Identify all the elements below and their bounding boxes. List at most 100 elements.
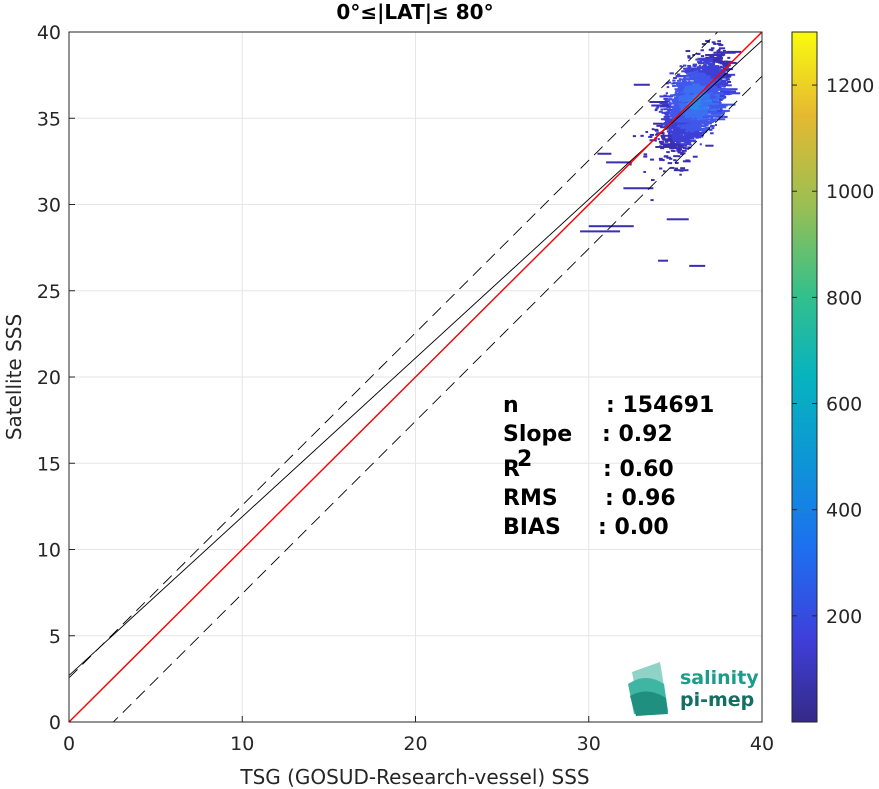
density-cell	[659, 158, 664, 161]
density-cell	[718, 59, 723, 62]
density-cell	[668, 157, 673, 160]
density-cell	[687, 119, 691, 122]
stat-value-0: : 154691	[606, 393, 714, 418]
density-cell	[655, 145, 660, 148]
density-cell	[664, 112, 668, 115]
density-cell	[680, 167, 686, 170]
density-cell	[678, 97, 681, 100]
density-cell	[650, 179, 655, 182]
density-cell	[681, 70, 685, 73]
density-cell	[710, 87, 714, 90]
reference-lines	[69, 32, 762, 722]
density-cell	[680, 95, 685, 98]
density-cell	[700, 98, 705, 101]
density-cell	[668, 103, 672, 106]
density-cell	[707, 81, 713, 84]
density-cell	[717, 77, 721, 80]
density-cell	[681, 137, 687, 140]
density-cell	[714, 105, 722, 108]
density-cell	[696, 52, 701, 55]
density-cell	[668, 137, 672, 140]
density-cell	[691, 116, 695, 119]
density-cell	[722, 79, 726, 82]
density-cell	[687, 121, 690, 124]
density-cell	[687, 83, 693, 86]
density-outlier	[633, 83, 650, 86]
density-cell	[682, 64, 687, 67]
density-cell	[690, 71, 695, 74]
density-cell	[684, 85, 689, 88]
density-cell	[662, 138, 667, 141]
density-cell	[726, 93, 730, 96]
density-cell	[721, 61, 737, 64]
density-cell	[693, 101, 698, 104]
density-cell	[679, 146, 684, 149]
density-cell	[704, 104, 710, 107]
stat-value-4: : 0.00	[598, 515, 669, 540]
density-cell	[716, 66, 721, 69]
density-cell	[687, 133, 703, 136]
density-cell	[708, 90, 711, 93]
density-cell	[708, 104, 713, 107]
density-cell	[718, 55, 723, 58]
y-tick-label: 5	[49, 626, 61, 648]
y-tick-label: 25	[37, 281, 61, 303]
colorbar-tick-label: 400	[826, 500, 862, 522]
density-cell	[674, 92, 679, 95]
density-cell	[671, 100, 675, 103]
density-cell	[687, 64, 691, 67]
y-tick-label: 20	[37, 367, 61, 389]
density-cell	[667, 119, 672, 122]
density-cell	[700, 49, 704, 52]
colorbar-ticks: 200 400 600 800 1000 1200	[792, 75, 874, 628]
density-cell	[675, 90, 680, 93]
density-cell	[705, 62, 714, 65]
density-cell	[681, 80, 685, 83]
density-cell	[684, 75, 688, 78]
density-cell	[702, 116, 707, 119]
density-cell	[690, 114, 695, 117]
density-cell	[692, 75, 697, 78]
density-cell	[717, 51, 723, 54]
density-cell	[723, 115, 728, 118]
density-cell	[675, 147, 681, 150]
x-tick-label: 20	[403, 733, 427, 755]
density-cell	[699, 59, 704, 62]
density-cell	[686, 95, 691, 98]
density-cell	[687, 101, 691, 104]
density-cell	[685, 130, 689, 133]
density-cell	[718, 106, 721, 109]
density-cell	[679, 126, 684, 129]
density-cell	[648, 135, 653, 138]
density-cell	[683, 133, 689, 136]
density-cell	[688, 86, 693, 89]
density-cell	[665, 117, 670, 120]
density-cell	[656, 132, 661, 135]
density-cell	[674, 103, 678, 106]
density-cell	[672, 79, 676, 82]
density-cell	[705, 89, 708, 92]
density-cell	[670, 98, 675, 101]
density-cell	[664, 113, 670, 116]
density-cell	[703, 98, 708, 101]
density-cell	[698, 64, 702, 67]
density-outlier	[689, 264, 706, 267]
density-cell	[679, 151, 684, 154]
density-cell	[690, 112, 695, 115]
density-cell	[669, 147, 674, 150]
density-cell	[651, 104, 670, 107]
density-cell	[711, 96, 716, 99]
density-cell	[689, 88, 695, 91]
density-cell	[672, 124, 678, 127]
density-cell	[683, 144, 687, 147]
density-cell	[684, 147, 689, 150]
density-cell	[681, 149, 687, 152]
density-cell	[662, 170, 666, 173]
density-cell	[677, 82, 687, 85]
density-cell	[668, 81, 671, 84]
chart-title: 0°≤|LAT|≤ 80°	[336, 0, 493, 24]
density-cell	[684, 84, 689, 87]
density-cell	[687, 146, 692, 149]
density-cell	[672, 108, 676, 111]
